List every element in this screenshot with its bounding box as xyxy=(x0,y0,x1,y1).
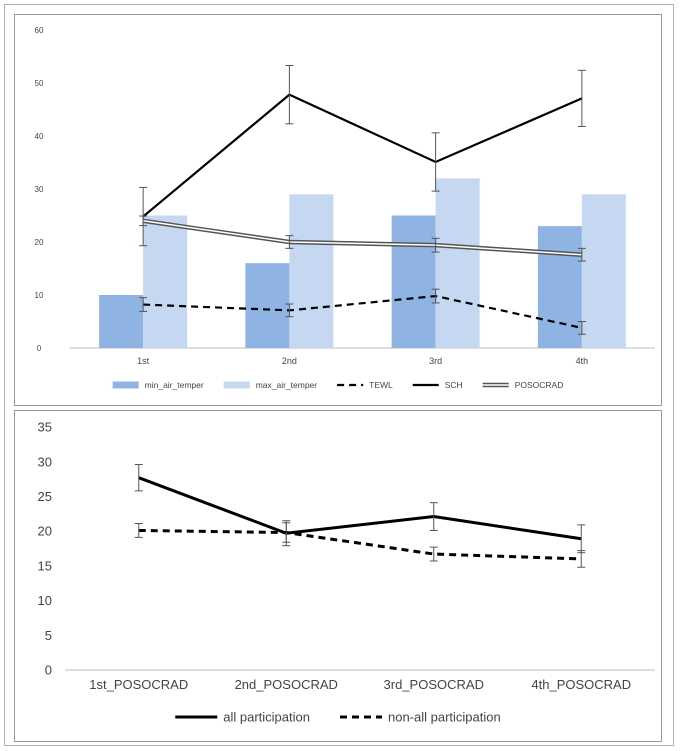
y-tick-label: 20 xyxy=(38,524,52,539)
legend-label: non-all participation xyxy=(388,710,501,725)
series-line xyxy=(143,294,583,329)
y-tick-label: 35 xyxy=(38,420,52,435)
legend-label: max_air_temper xyxy=(256,380,318,390)
y-tick-label: 10 xyxy=(35,291,44,300)
bar xyxy=(435,178,480,348)
y-tick-label: 5 xyxy=(45,628,52,643)
x-tick-label: 3rd xyxy=(429,356,442,366)
y-tick-label: 40 xyxy=(35,132,44,141)
y-tick-label: 25 xyxy=(38,489,52,504)
legend-label: POSOCRAD xyxy=(515,380,564,390)
series-line xyxy=(138,476,582,541)
x-tick-label: 1st_POSOCRAD xyxy=(89,677,188,692)
y-tick-label: 0 xyxy=(37,344,42,353)
series-line-outer xyxy=(142,218,583,257)
legend-label: TEWL xyxy=(369,380,393,390)
series-line xyxy=(142,93,583,218)
bottom-chart-panel: 0 5 10 15 20 25 30 35 1st_POSOCRAD 2nd_POSOCRAD 3r… xyxy=(14,410,662,742)
y-tick-label: 30 xyxy=(35,185,44,194)
bar xyxy=(391,215,436,348)
y-tick-label: 50 xyxy=(35,79,44,88)
legend-label: all participation xyxy=(223,710,310,725)
x-tick-label: 2nd_POSOCRAD xyxy=(235,677,338,692)
y-tick-label: 60 xyxy=(35,26,44,35)
legend-swatch xyxy=(112,381,139,389)
x-tick-label: 4th_POSOCRAD xyxy=(531,677,631,692)
bar xyxy=(289,194,334,348)
legend-swatch xyxy=(223,381,250,389)
legend-label: SCH xyxy=(445,380,463,390)
bar xyxy=(99,295,144,348)
y-tick-label: 10 xyxy=(38,593,52,608)
bottom-chart: 0 5 10 15 20 25 30 35 1st_POSOCRAD 2nd_POSOCRAD 3r… xyxy=(38,420,655,725)
legend-label: min_air_temper xyxy=(145,380,204,390)
y-tick-label: 15 xyxy=(38,558,52,573)
top-chart: 0 10 20 30 40 50 60 1st 2nd 3rd 4th min_air_temper m… xyxy=(35,26,655,390)
y-tick-label: 0 xyxy=(45,663,52,678)
bar xyxy=(537,226,582,348)
x-tick-label: 2nd xyxy=(282,356,297,366)
y-tick-label: 30 xyxy=(38,454,52,469)
series-line xyxy=(138,528,582,561)
bar xyxy=(143,215,188,348)
bar xyxy=(245,263,290,348)
y-tick-label: 20 xyxy=(35,238,44,247)
bar xyxy=(581,194,626,348)
x-tick-label: 4th xyxy=(576,356,589,366)
x-tick-label: 1st xyxy=(137,356,150,366)
top-chart-panel: 0 10 20 30 40 50 60 1st 2nd 3rd 4th min_air_temper m… xyxy=(14,14,662,406)
series-line-inner xyxy=(143,220,582,256)
x-tick-label: 3rd_POSOCRAD xyxy=(384,677,484,692)
